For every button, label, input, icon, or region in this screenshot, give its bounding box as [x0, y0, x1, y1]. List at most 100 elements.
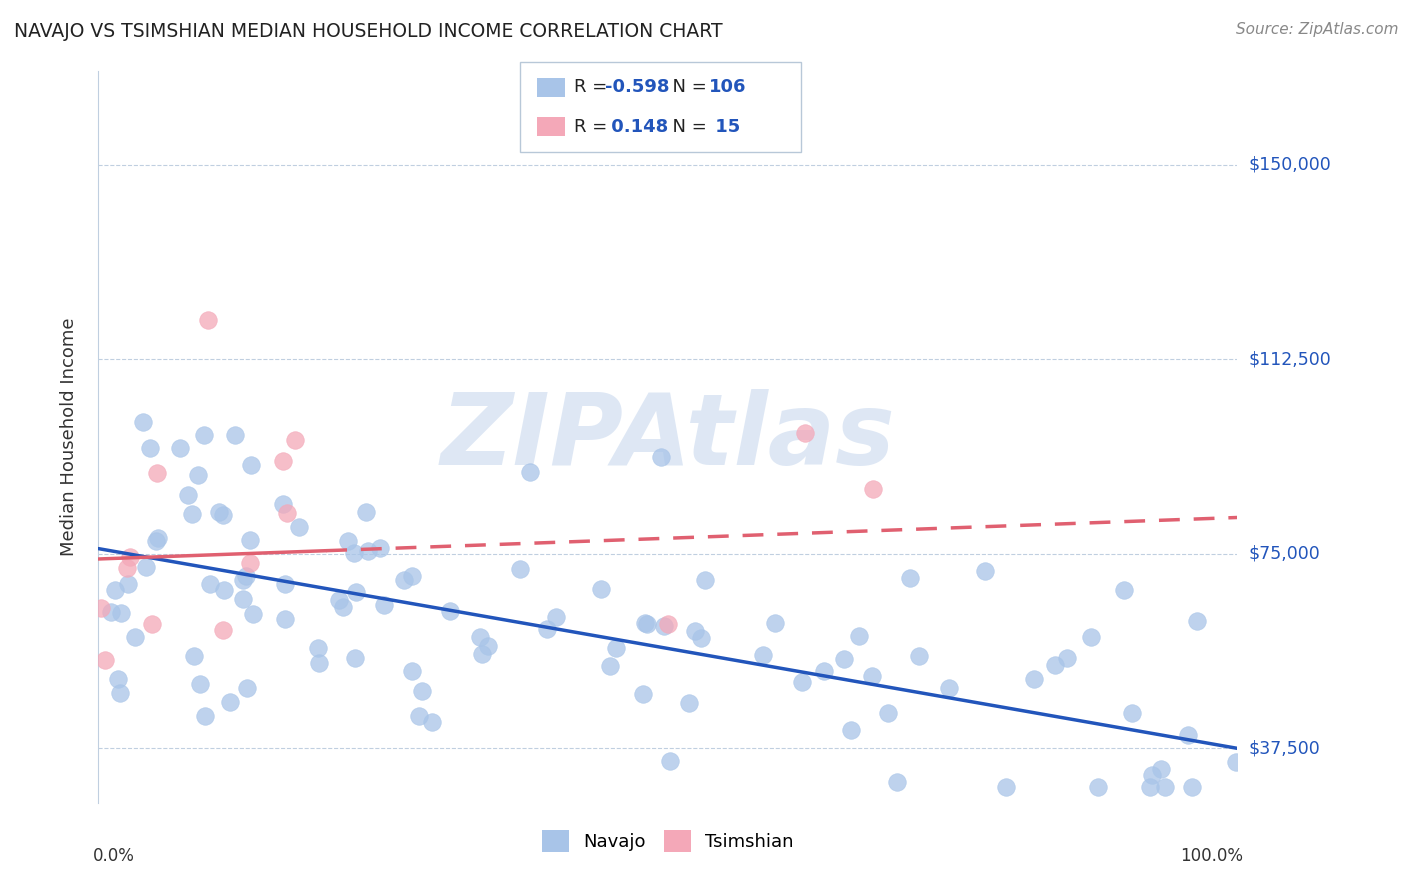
Point [678, 696, 700, 710]
Text: 15: 15 [709, 118, 740, 136]
Point [420, 714, 443, 729]
Point [180, 507, 202, 521]
Point [657, 616, 679, 631]
Point [468, 630, 491, 644]
Point [288, 520, 311, 534]
Point [117, 577, 139, 591]
Text: 0.148: 0.148 [605, 118, 668, 136]
Point [373, 598, 395, 612]
Point [634, 615, 657, 630]
Point [274, 576, 297, 591]
Point [211, 624, 233, 638]
Point [108, 686, 131, 700]
Point [242, 607, 264, 621]
Point [1185, 614, 1208, 628]
Point [104, 582, 127, 597]
Point [274, 612, 297, 626]
Point [344, 650, 367, 665]
Point [839, 723, 862, 737]
Point [544, 610, 567, 624]
Point [392, 573, 415, 587]
Point [411, 684, 433, 698]
Point [208, 505, 231, 519]
Point [658, 754, 681, 768]
Point [401, 569, 423, 583]
Point [177, 488, 200, 502]
Point [343, 546, 366, 560]
Point [90, 601, 112, 615]
Text: -0.598: -0.598 [605, 78, 669, 96]
Point [1121, 706, 1143, 721]
Point [477, 640, 499, 654]
Point [141, 617, 163, 632]
Point [536, 622, 558, 636]
Point [1142, 768, 1164, 782]
Point [308, 656, 330, 670]
Point [652, 619, 675, 633]
Point [631, 687, 654, 701]
Point [124, 630, 146, 644]
Point [938, 681, 960, 695]
Point [813, 664, 835, 678]
Point [832, 652, 855, 666]
Text: ZIPAtlas: ZIPAtlas [440, 389, 896, 485]
Point [239, 533, 262, 547]
Point [271, 497, 294, 511]
Point [898, 571, 921, 585]
Point [276, 506, 298, 520]
Text: $112,500: $112,500 [1249, 351, 1331, 368]
Point [848, 629, 870, 643]
Point [94, 652, 117, 666]
Point [307, 640, 329, 655]
Point [107, 672, 129, 686]
Point [118, 550, 141, 565]
Point [591, 582, 613, 596]
Point [100, 606, 122, 620]
Point [198, 576, 221, 591]
Point [1139, 780, 1161, 795]
Point [328, 593, 350, 607]
Point [599, 659, 621, 673]
Point [232, 592, 254, 607]
Point [605, 641, 627, 656]
Point [793, 425, 815, 440]
Point [145, 466, 167, 480]
Point [1024, 672, 1046, 686]
Point [219, 695, 242, 709]
Text: N =: N = [661, 118, 713, 136]
Point [401, 664, 423, 678]
Text: R =: R = [574, 118, 613, 136]
Point [239, 557, 262, 571]
Point [194, 709, 217, 723]
Point [131, 415, 153, 429]
Point [1056, 651, 1078, 665]
Point [1225, 756, 1247, 770]
Point [284, 434, 307, 448]
Point [860, 669, 883, 683]
Text: Source: ZipAtlas.com: Source: ZipAtlas.com [1236, 22, 1399, 37]
Point [115, 561, 138, 575]
Point [224, 428, 246, 442]
Point [1087, 780, 1109, 795]
Text: $150,000: $150,000 [1249, 156, 1331, 174]
Point [188, 676, 211, 690]
Point [994, 780, 1017, 795]
Point [139, 442, 162, 456]
Point [519, 465, 541, 479]
Point [471, 648, 494, 662]
Text: R =: R = [574, 78, 613, 96]
Point [211, 508, 233, 522]
Text: 100.0%: 100.0% [1180, 847, 1243, 864]
Text: NAVAJO VS TSIMSHIAN MEDIAN HOUSEHOLD INCOME CORRELATION CHART: NAVAJO VS TSIMSHIAN MEDIAN HOUSEHOLD INC… [14, 22, 723, 41]
Text: 0.0%: 0.0% [93, 847, 135, 864]
Point [1150, 762, 1173, 776]
Point [876, 706, 898, 720]
Point [1177, 728, 1199, 742]
Point [790, 675, 813, 690]
Point [212, 582, 235, 597]
Point [693, 573, 716, 587]
Point [1080, 630, 1102, 644]
Y-axis label: Median Household Income: Median Household Income [59, 318, 77, 557]
Point [862, 482, 884, 496]
Point [509, 562, 531, 576]
